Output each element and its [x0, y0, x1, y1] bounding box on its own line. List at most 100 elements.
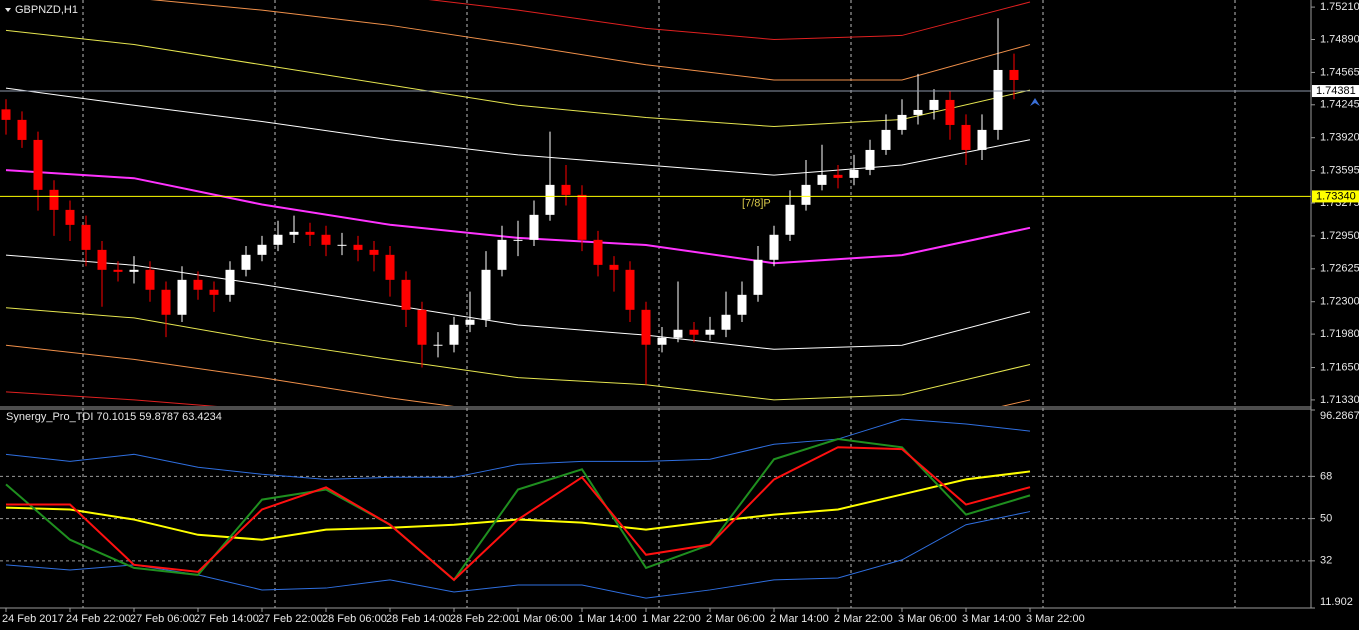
- candle-body: [497, 239, 507, 270]
- envelope-band: [5, 29, 1031, 128]
- envelope-band: [5, 87, 1031, 176]
- y-tick-label: 1.71650: [1320, 361, 1359, 373]
- price-panel: [0, 0, 1311, 406]
- candle-body: [833, 174, 843, 178]
- current-price-label: 1.74381: [1316, 85, 1356, 97]
- candle-body: [881, 129, 891, 150]
- y-tick-label: 1.75210: [1320, 1, 1359, 13]
- indicator-line: [5, 438, 1031, 582]
- candle-body: [897, 114, 907, 130]
- candle-body: [561, 184, 571, 195]
- candle-body: [241, 254, 251, 270]
- x-tick-label: 2 Mar 22:00: [834, 613, 893, 625]
- candle-body: [993, 69, 1003, 130]
- candle-body: [657, 337, 667, 345]
- y-tick-label: 32: [1320, 555, 1332, 567]
- candle-body: [161, 289, 171, 315]
- candle-body: [641, 309, 651, 345]
- y-tick-label: 11.902: [1320, 596, 1353, 608]
- y-tick-label: 1.71330: [1320, 394, 1359, 406]
- x-tick-label: 3 Mar 22:00: [1026, 613, 1085, 625]
- candle-body: [257, 244, 267, 255]
- x-tick-label: 24 Feb 22:00: [66, 613, 131, 625]
- candle-body: [513, 239, 523, 241]
- y-tick-label: 96.2867: [1320, 410, 1359, 422]
- candle-body: [721, 314, 731, 330]
- envelope-band: [5, 254, 1031, 350]
- candle-body: [609, 264, 619, 270]
- candle-body: [929, 99, 939, 110]
- candle-body: [65, 209, 75, 225]
- candle-body: [113, 269, 123, 272]
- candle-body: [769, 234, 779, 260]
- candle-body: [481, 269, 491, 320]
- candle-body: [753, 259, 763, 295]
- candle-body: [305, 231, 315, 235]
- candle-body: [705, 329, 715, 335]
- candle-body: [49, 189, 59, 210]
- y-tick-label: 1.74245: [1320, 99, 1359, 111]
- candle-body: [129, 269, 139, 272]
- candle-body: [145, 269, 155, 290]
- candle-body: [817, 174, 827, 185]
- indicator-line: [5, 511, 1031, 599]
- x-tick-label: 27 Feb 14:00: [194, 613, 259, 625]
- x-tick-label: 3 Mar 14:00: [962, 613, 1021, 625]
- candle-body: [353, 244, 363, 250]
- candle-body: [529, 214, 539, 240]
- candle-body: [977, 129, 987, 150]
- candle-body: [545, 184, 555, 215]
- symbol-label: GBPNZD,H1: [15, 4, 78, 16]
- candle-body: [81, 224, 91, 250]
- trade-arrow: [1030, 98, 1040, 106]
- x-tick-label: 1 Mar 14:00: [578, 613, 637, 625]
- x-tick-label: 2 Mar 14:00: [770, 613, 829, 625]
- candle-body: [321, 234, 331, 245]
- candle-body: [737, 294, 747, 315]
- candle-body: [673, 329, 683, 338]
- y-tick-label: 1.71980: [1320, 328, 1359, 340]
- candle-body: [433, 344, 443, 346]
- candle-body: [177, 279, 187, 315]
- candle-body: [593, 239, 603, 265]
- candle-body: [337, 244, 347, 246]
- level-label: 1.73340: [1316, 190, 1356, 202]
- candle-body: [417, 309, 427, 345]
- envelope-band: [428, 0, 1031, 40]
- candle-body: [801, 184, 811, 205]
- indicator-label: Synergy_Pro_TDI 70.1015 59.8787 63.4234: [6, 411, 222, 423]
- y-tick-label: 68: [1320, 470, 1332, 482]
- candle-body: [1, 109, 11, 120]
- x-tick-label: 28 Feb 06:00: [322, 613, 387, 625]
- candle-body: [865, 149, 875, 170]
- candle-body: [849, 169, 859, 178]
- candle-body: [961, 124, 971, 150]
- candle-body: [1009, 69, 1019, 80]
- candle-body: [465, 319, 475, 325]
- candle-body: [945, 99, 955, 125]
- candle-body: [449, 324, 459, 345]
- x-tick-label: 27 Feb 06:00: [130, 613, 195, 625]
- indicator-panel: [0, 418, 1311, 599]
- candle-body: [689, 329, 699, 335]
- candle-body: [369, 249, 379, 255]
- candle-body: [209, 289, 219, 295]
- indicator-line: [5, 418, 1031, 480]
- candle-body: [625, 269, 635, 310]
- menu-arrow[interactable]: [5, 8, 11, 12]
- annotation: [7/8]P: [742, 197, 771, 209]
- candle-body: [785, 204, 795, 235]
- x-tick-label: 3 Mar 06:00: [898, 613, 957, 625]
- candle-body: [17, 119, 27, 140]
- candle-body: [97, 249, 107, 270]
- x-tick-label: 1 Mar 06:00: [514, 613, 573, 625]
- y-tick-label: 1.74890: [1320, 33, 1359, 45]
- envelope-band: [5, 391, 218, 406]
- x-tick-label: 27 Feb 22:00: [258, 613, 323, 625]
- y-tick-label: 50: [1320, 513, 1332, 525]
- candle-body: [401, 279, 411, 310]
- level-label-box: [1312, 190, 1359, 203]
